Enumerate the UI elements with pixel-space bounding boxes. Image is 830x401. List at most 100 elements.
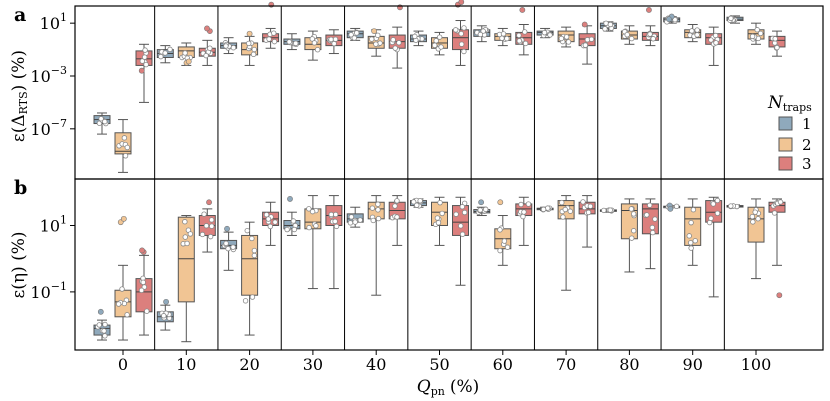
strip-point — [630, 211, 637, 217]
strip-point — [357, 217, 363, 223]
strip-point — [347, 220, 354, 226]
strip-point — [184, 240, 190, 247]
strip-point — [313, 223, 319, 229]
box-b-40-traps-2 — [367, 195, 385, 296]
strip-point — [559, 199, 565, 206]
outlier-point — [497, 199, 504, 206]
outlier-point — [519, 7, 526, 13]
box-b-60-traps-1 — [473, 199, 491, 217]
box-b-100-traps-3 — [768, 198, 786, 299]
box-a-100-traps-3 — [768, 30, 786, 57]
box-b-10-traps-1 — [156, 298, 174, 331]
box-b-80-traps-3 — [641, 198, 659, 270]
strip-point — [459, 231, 466, 237]
axes-layer: 101 10−3 10−7 101 10−1 0 10 20 30 40 50 60 70 80 90 100 — [30, 5, 824, 374]
strip-point — [251, 252, 258, 259]
box-b-70-traps-3 — [578, 195, 596, 248]
outlier-point — [458, 0, 465, 5]
box-body — [452, 205, 469, 236]
box-b-70-traps-2 — [557, 195, 575, 291]
strip-point — [242, 298, 249, 304]
box-a-20-traps-3 — [262, 1, 280, 49]
box-b-50-traps-2 — [431, 196, 448, 246]
strip-point — [139, 58, 146, 64]
box-body — [241, 234, 259, 296]
strip-point — [629, 235, 635, 241]
strip-point — [249, 235, 255, 242]
outlier-point — [371, 28, 378, 34]
strip-point — [644, 212, 650, 218]
strip-point — [688, 219, 694, 226]
box-b-70-traps-1 — [536, 205, 554, 213]
outlier-point — [139, 247, 145, 254]
box-b-10-traps-2 — [177, 215, 195, 343]
x-tick-label: 30 — [303, 355, 323, 374]
legend: Ntraps 1 2 3 — [767, 93, 812, 173]
strip-point — [694, 32, 700, 38]
box-a-10-traps-3 — [198, 25, 216, 66]
box-a-0-traps-2 — [114, 119, 132, 173]
box-body — [177, 216, 195, 303]
strip-point — [757, 30, 764, 37]
box-a-60-traps-2 — [494, 27, 512, 47]
strip-point — [182, 219, 188, 225]
strip-point — [348, 32, 354, 38]
box-a-90-traps-3 — [705, 26, 723, 66]
strip-point — [580, 199, 586, 205]
strip-point — [158, 53, 164, 60]
x-tick-label: 0 — [118, 355, 128, 374]
strip-point — [522, 29, 528, 35]
strip-point — [588, 36, 595, 42]
strip-point — [101, 328, 107, 334]
box-a-20-traps-1 — [220, 37, 238, 55]
strip-point — [452, 27, 459, 33]
strip-point — [392, 45, 398, 51]
strip-point — [504, 35, 510, 42]
strip-point — [199, 231, 206, 238]
strip-point — [647, 31, 653, 37]
strip-point — [607, 207, 613, 213]
strip-point — [396, 40, 402, 46]
box-b-0-traps-1 — [93, 308, 111, 341]
strip-point — [689, 28, 695, 34]
strip-point — [272, 219, 278, 225]
strip-point — [714, 197, 721, 204]
strip-point — [752, 209, 758, 215]
strip-point — [328, 36, 334, 43]
y-tick-label: 10−7 — [30, 117, 67, 139]
box-b-0-traps-3 — [135, 247, 153, 336]
box-b-20-traps-1 — [220, 225, 238, 271]
strip-point — [540, 206, 547, 213]
strip-point — [480, 28, 486, 34]
strip-point — [714, 210, 721, 217]
strip-point — [102, 333, 108, 339]
box-b-10-traps-3 — [198, 199, 216, 253]
strip-point — [497, 227, 503, 233]
strip-point — [271, 38, 278, 45]
strip-point — [230, 244, 236, 250]
strip-point — [140, 279, 146, 286]
outlier-point — [120, 215, 127, 222]
strip-point — [375, 207, 381, 213]
strip-point — [477, 31, 484, 38]
box-a-50-traps-1 — [410, 30, 427, 47]
strip-point — [284, 226, 290, 233]
strip-point — [458, 31, 464, 37]
strip-point — [459, 204, 465, 210]
strip-point — [244, 227, 250, 234]
strip-point — [646, 202, 653, 208]
strip-point — [755, 216, 761, 222]
strip-point — [348, 214, 355, 220]
box-a-30-traps-2 — [304, 30, 322, 61]
box-a-70-traps-1 — [536, 27, 554, 39]
box-layer — [93, 0, 786, 343]
strip-point — [187, 231, 194, 237]
strip-point — [687, 240, 694, 246]
strip-point — [375, 215, 382, 222]
strip-point — [124, 312, 130, 318]
y-tick-label: 101 — [40, 213, 67, 235]
box-b-0-traps-2 — [114, 215, 132, 341]
box-b-20-traps-2 — [241, 221, 259, 336]
strip-point — [353, 30, 360, 36]
box-a-30-traps-1 — [283, 33, 301, 51]
